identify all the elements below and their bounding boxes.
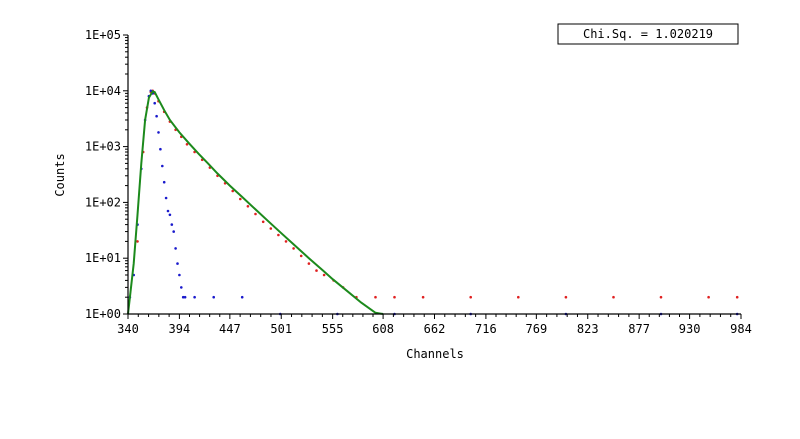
chi-square-box (557, 23, 739, 45)
data-point (469, 295, 473, 299)
y-tick-label: 1E+01 (85, 251, 121, 265)
y-tick-label: 1E+02 (85, 195, 121, 209)
plot-area (127, 89, 739, 316)
y-tick-label: 1E+05 (85, 28, 121, 42)
x-axis-title: Channels (406, 347, 464, 361)
y-tick-label: 1E+04 (85, 84, 121, 98)
data-point (185, 143, 189, 146)
point-series-1 (128, 89, 739, 316)
data-point (136, 240, 139, 243)
data-point (564, 295, 568, 299)
data-point (162, 180, 166, 184)
y-tick-label: 1E+00 (85, 307, 121, 321)
data-point (707, 295, 710, 299)
data-point (239, 197, 242, 201)
data-point (322, 273, 326, 277)
point-series-0 (136, 89, 739, 299)
x-tick-label: 823 (577, 322, 599, 336)
axes (127, 35, 741, 315)
x-tick-label: 769 (526, 322, 548, 336)
data-point (240, 295, 244, 299)
data-point (153, 101, 156, 105)
data-point (172, 230, 175, 233)
data-point (157, 131, 160, 134)
data-point (178, 273, 181, 277)
x-tick-label: 447 (219, 322, 241, 336)
fit-curve (127, 90, 384, 315)
data-point (315, 269, 318, 272)
data-point (254, 212, 257, 216)
data-point (659, 295, 663, 299)
data-point (261, 220, 265, 224)
data-point (176, 262, 179, 265)
data-point (161, 164, 164, 168)
y-axis-title: Counts (53, 153, 67, 196)
data-point (292, 247, 295, 250)
x-tick-label: 930 (679, 322, 701, 336)
data-point (393, 295, 396, 299)
data-point (307, 262, 311, 265)
chi-square-label: Chi.Sq. = 1.020219 (583, 27, 713, 41)
data-point (284, 240, 288, 243)
data-point (517, 295, 520, 299)
data-point (231, 189, 234, 193)
ticks: 340 394 447 501 555 608 662 716 769 823 877 930 984 1… (85, 28, 752, 336)
data-point (155, 114, 158, 118)
data-point (149, 89, 153, 93)
data-point (246, 205, 250, 208)
data-point (299, 254, 303, 258)
data-point (612, 295, 615, 299)
data-point (212, 295, 215, 299)
x-tick-label: 877 (628, 322, 650, 336)
data-point (181, 295, 185, 299)
x-tick-label: 608 (372, 322, 394, 336)
data-point (183, 295, 187, 299)
x-tick-label: 501 (270, 322, 292, 336)
data-point (159, 147, 162, 151)
data-point (170, 223, 174, 226)
x-tick-label: 394 (169, 322, 191, 336)
data-point (180, 286, 183, 289)
data-point (421, 295, 425, 299)
x-tick-label: 984 (730, 322, 752, 336)
x-tick-label: 340 (117, 322, 139, 336)
x-tick-label: 555 (322, 322, 344, 336)
data-point (374, 295, 377, 299)
data-point (168, 213, 172, 217)
x-tick-label: 716 (475, 322, 497, 336)
data-point (164, 196, 168, 200)
data-point (174, 247, 177, 250)
data-point (269, 227, 273, 230)
y-tick-label: 1E+03 (85, 140, 121, 154)
data-point (735, 295, 739, 299)
data-point (166, 209, 170, 213)
data-point (277, 233, 280, 237)
x-tick-label: 662 (424, 322, 446, 336)
data-point (193, 295, 196, 299)
